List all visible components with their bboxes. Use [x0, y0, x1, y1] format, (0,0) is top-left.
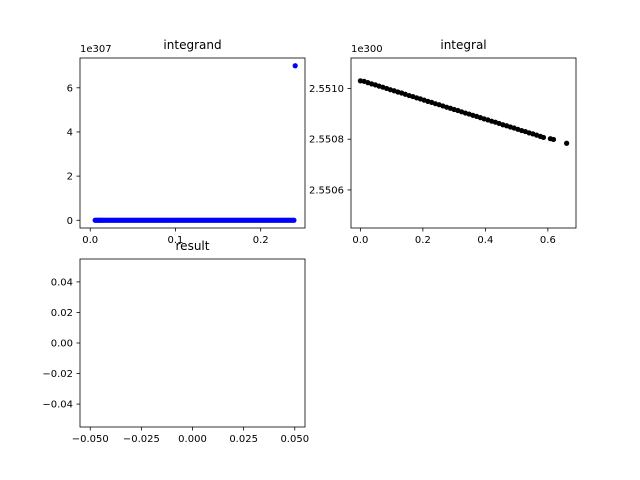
- x-tick-label-result-2: 0.000: [178, 434, 207, 445]
- x-tick-label-integrand-1: 0.1: [168, 235, 184, 246]
- x-tick-label-integral-1: 0.2: [415, 235, 431, 246]
- y-tick-label-result-1: −0.02: [42, 369, 73, 380]
- data-point-integral-52: [564, 140, 570, 146]
- y-tick-label-integrand-1: 2: [67, 172, 73, 183]
- x-tick-label-result-3: 0.025: [229, 434, 258, 445]
- x-tick-label-result-4: 0.050: [280, 434, 309, 445]
- x-tick-label-integral-3: 0.6: [540, 235, 556, 246]
- subplot-result: −0.050 −0.025 0.000 0.025 0.050 −0.04 −0.02 0.0…: [42, 239, 309, 445]
- y-tick-label-integral-1: 2.5508: [309, 135, 344, 146]
- y-offset-label-integrand: 1e307: [80, 44, 112, 55]
- ticks-integrand: 0.0 0.1 0.2 0 2 4 6: [67, 83, 269, 246]
- x-tick-label-integrand-2: 0.2: [253, 235, 269, 246]
- x-tick-label-result-0: −0.050: [72, 434, 109, 445]
- y-tick-label-integrand-2: 4: [67, 127, 73, 138]
- subplot-integral: integral 1e300 0.0 0.2 0.4 0.6 2.5506 2.5508 2…: [309, 38, 577, 246]
- y-tick-label-result-2: 0.00: [51, 339, 73, 350]
- x-tick-label-result-1: −0.025: [123, 434, 160, 445]
- y-tick-label-result-3: 0.02: [51, 308, 73, 319]
- y-tick-label-result-4: 0.04: [51, 277, 73, 288]
- data-point-integrand-119: [292, 63, 298, 69]
- subplot-integrand: integrand 1e307 0.0 0.1 0.2 0 2 4 6: [67, 38, 306, 246]
- data-point-integrand-118: [291, 217, 297, 223]
- x-tick-label-integral-2: 0.4: [477, 235, 493, 246]
- y-tick-label-integral-0: 2.5506: [309, 185, 344, 196]
- subplot-title-integrand: integrand: [163, 38, 221, 52]
- subplot-title-integral: integral: [440, 38, 486, 52]
- y-tick-label-integrand-0: 0: [67, 216, 73, 227]
- y-offset-label-integral: 1e300: [351, 44, 383, 55]
- axes-frame-integrand: [79, 57, 306, 229]
- x-tick-label-integrand-0: 0.0: [82, 235, 98, 246]
- data-point-integral-49: [540, 134, 547, 141]
- y-tick-label-integral-2: 2.5510: [309, 84, 344, 95]
- ticks-result: −0.050 −0.025 0.000 0.025 0.050 −0.04 −0.02 0.0…: [42, 277, 309, 445]
- y-tick-label-integrand-3: 6: [67, 83, 73, 94]
- data-point-integral-51: [550, 136, 557, 143]
- plot-area-integrand: [92, 63, 298, 223]
- ticks-integral: 0.0 0.2 0.4 0.6 2.5506 2.5508 2.5510: [309, 84, 556, 246]
- plot-area-integral: [357, 78, 570, 146]
- subplot-title-result: result: [176, 239, 210, 253]
- y-tick-label-result-0: −0.04: [42, 400, 73, 411]
- axes-frame-integral: [350, 57, 577, 229]
- x-tick-label-integral-0: 0.0: [352, 235, 368, 246]
